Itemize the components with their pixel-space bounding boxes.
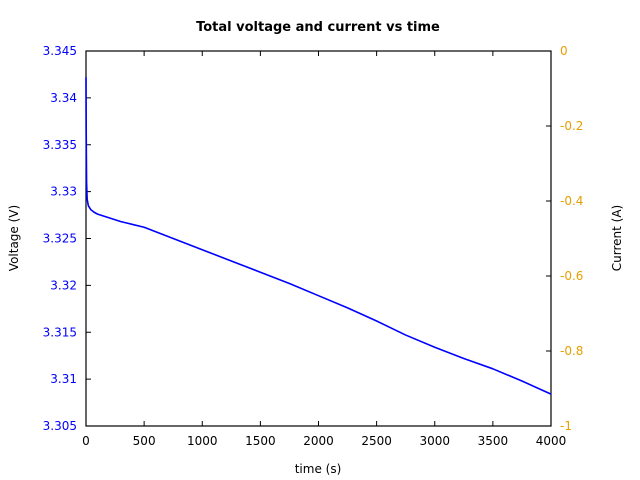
x-tick-label: 1500 [245, 434, 276, 448]
y-tick-label: 3.345 [43, 44, 77, 58]
y2-axis-label: Current (A) [610, 205, 624, 271]
plot-border [85, 50, 552, 427]
y2-tick-label: 0 [560, 44, 568, 58]
x-tick-label: 500 [133, 434, 156, 448]
x-tick-label: 2500 [361, 434, 392, 448]
y-tick-label: 3.32 [50, 278, 77, 292]
x-tick-label: 3000 [419, 434, 450, 448]
y2-tick-label: -0.8 [560, 344, 583, 358]
plot-area [85, 50, 552, 427]
y2-tick-label: -0.4 [560, 194, 583, 208]
axis-ticks: 0 500 1000 1500 2000 2500 3000 3500 4000 3.305 3.3… [43, 44, 584, 448]
x-tick-label: 1000 [187, 434, 218, 448]
y-tick-label: 3.33 [50, 185, 77, 199]
data-series [85, 77, 552, 395]
y-tick-label: 3.34 [50, 91, 77, 105]
y-tick-label: 3.315 [43, 325, 77, 339]
y-tick-label: 3.325 [43, 232, 77, 246]
x-tick-label: 0 [82, 434, 90, 448]
x-axis-label: time (s) [295, 462, 342, 476]
y2-tick-label: -0.6 [560, 269, 583, 283]
x-tick-label: 4000 [536, 434, 567, 448]
chart-title: Total voltage and current vs time [196, 20, 440, 35]
y-tick-label: 3.335 [43, 138, 77, 152]
x-tick-label: 3500 [478, 434, 509, 448]
y2-tick-label: -1 [560, 419, 572, 433]
y-tick-label: 3.305 [43, 419, 77, 433]
y2-tick-label: -0.2 [560, 119, 583, 133]
y-axis-label: Voltage (V) [7, 205, 21, 271]
y-tick-label: 3.31 [50, 372, 77, 386]
voltage-line [85, 77, 552, 395]
x-tick-label: 2000 [303, 434, 334, 448]
